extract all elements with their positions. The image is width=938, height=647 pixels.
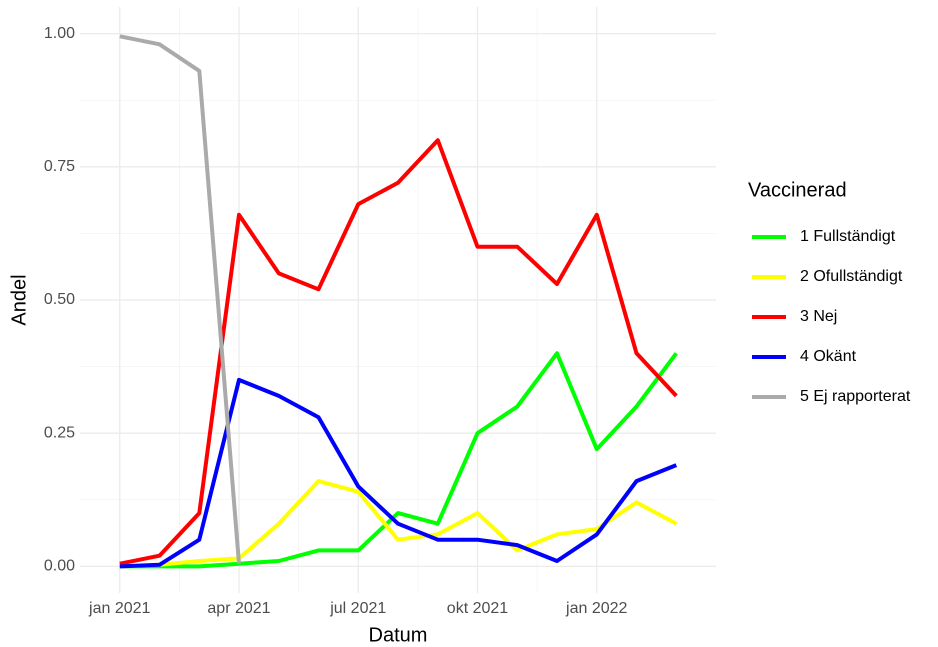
x-tick-label: okt 2021 bbox=[447, 600, 508, 617]
legend-text: 5 Ej rapporterat bbox=[800, 388, 911, 405]
line bbox=[119, 479, 678, 569]
line bbox=[119, 138, 678, 566]
line bbox=[119, 34, 241, 564]
x-tick-label: apr 2021 bbox=[207, 600, 270, 617]
legend-title: Vaccinerad bbox=[748, 179, 847, 201]
legend-text: 2 Ofullständigt bbox=[800, 268, 903, 285]
y-tick-label: 0.50 bbox=[44, 291, 75, 308]
y-tick-label: 0.25 bbox=[44, 424, 75, 441]
y-axis-title: Andel bbox=[8, 274, 30, 325]
legend-text: 4 Okänt bbox=[800, 348, 857, 365]
x-tick-label: jan 2022 bbox=[565, 600, 627, 617]
line bbox=[119, 377, 678, 569]
legend-text: 1 Fullständigt bbox=[800, 228, 896, 245]
line bbox=[119, 351, 678, 569]
grid bbox=[80, 7, 716, 593]
y-tick-label: 1.00 bbox=[44, 25, 75, 42]
y-tick-label: 0.00 bbox=[44, 558, 75, 575]
x-axis-title: Datum bbox=[369, 624, 428, 646]
legend-text: 3 Nej bbox=[800, 308, 837, 325]
x-tick-label: jul 2021 bbox=[329, 600, 386, 617]
x-tick-label: jan 2021 bbox=[88, 600, 150, 617]
y-tick-label: 0.75 bbox=[44, 158, 75, 175]
